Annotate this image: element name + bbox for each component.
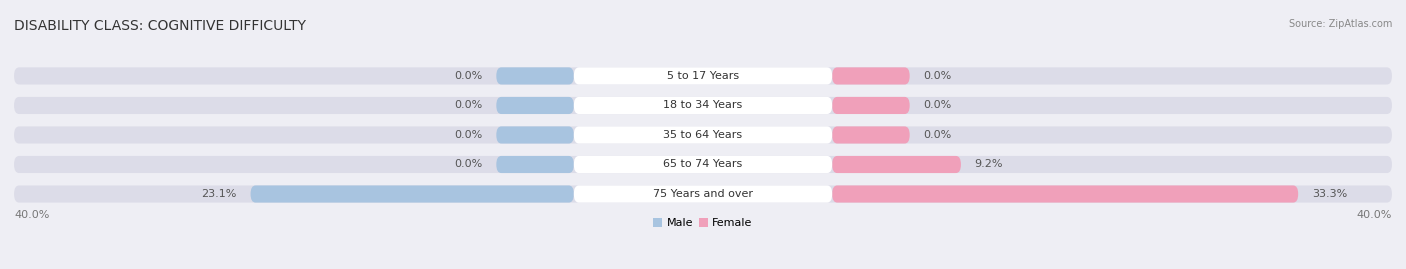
FancyBboxPatch shape [574, 97, 832, 114]
Text: 5 to 17 Years: 5 to 17 Years [666, 71, 740, 81]
Text: 40.0%: 40.0% [14, 210, 49, 220]
Text: 75 Years and over: 75 Years and over [652, 189, 754, 199]
FancyBboxPatch shape [832, 185, 1298, 203]
Text: 65 to 74 Years: 65 to 74 Years [664, 160, 742, 169]
FancyBboxPatch shape [14, 97, 1392, 114]
FancyBboxPatch shape [832, 126, 910, 144]
Text: DISABILITY CLASS: COGNITIVE DIFFICULTY: DISABILITY CLASS: COGNITIVE DIFFICULTY [14, 19, 307, 33]
Text: 40.0%: 40.0% [1357, 210, 1392, 220]
Text: 0.0%: 0.0% [924, 71, 952, 81]
FancyBboxPatch shape [496, 156, 574, 173]
Text: 9.2%: 9.2% [974, 160, 1004, 169]
Text: 33.3%: 33.3% [1312, 189, 1347, 199]
FancyBboxPatch shape [832, 156, 960, 173]
FancyBboxPatch shape [832, 97, 910, 114]
Text: 23.1%: 23.1% [201, 189, 236, 199]
Text: 0.0%: 0.0% [454, 100, 482, 111]
Text: 18 to 34 Years: 18 to 34 Years [664, 100, 742, 111]
FancyBboxPatch shape [496, 97, 574, 114]
Text: 0.0%: 0.0% [454, 130, 482, 140]
FancyBboxPatch shape [250, 185, 574, 203]
FancyBboxPatch shape [574, 67, 832, 84]
FancyBboxPatch shape [14, 67, 1392, 84]
FancyBboxPatch shape [574, 185, 832, 203]
Text: 35 to 64 Years: 35 to 64 Years [664, 130, 742, 140]
FancyBboxPatch shape [574, 126, 832, 144]
FancyBboxPatch shape [574, 156, 832, 173]
Legend: Male, Female: Male, Female [654, 218, 752, 228]
FancyBboxPatch shape [14, 156, 1392, 173]
FancyBboxPatch shape [496, 67, 574, 84]
Text: 0.0%: 0.0% [454, 160, 482, 169]
Text: 0.0%: 0.0% [454, 71, 482, 81]
Text: 0.0%: 0.0% [924, 100, 952, 111]
FancyBboxPatch shape [14, 185, 1392, 203]
FancyBboxPatch shape [14, 126, 1392, 144]
Text: 0.0%: 0.0% [924, 130, 952, 140]
Text: Source: ZipAtlas.com: Source: ZipAtlas.com [1288, 19, 1392, 29]
FancyBboxPatch shape [496, 126, 574, 144]
FancyBboxPatch shape [832, 67, 910, 84]
